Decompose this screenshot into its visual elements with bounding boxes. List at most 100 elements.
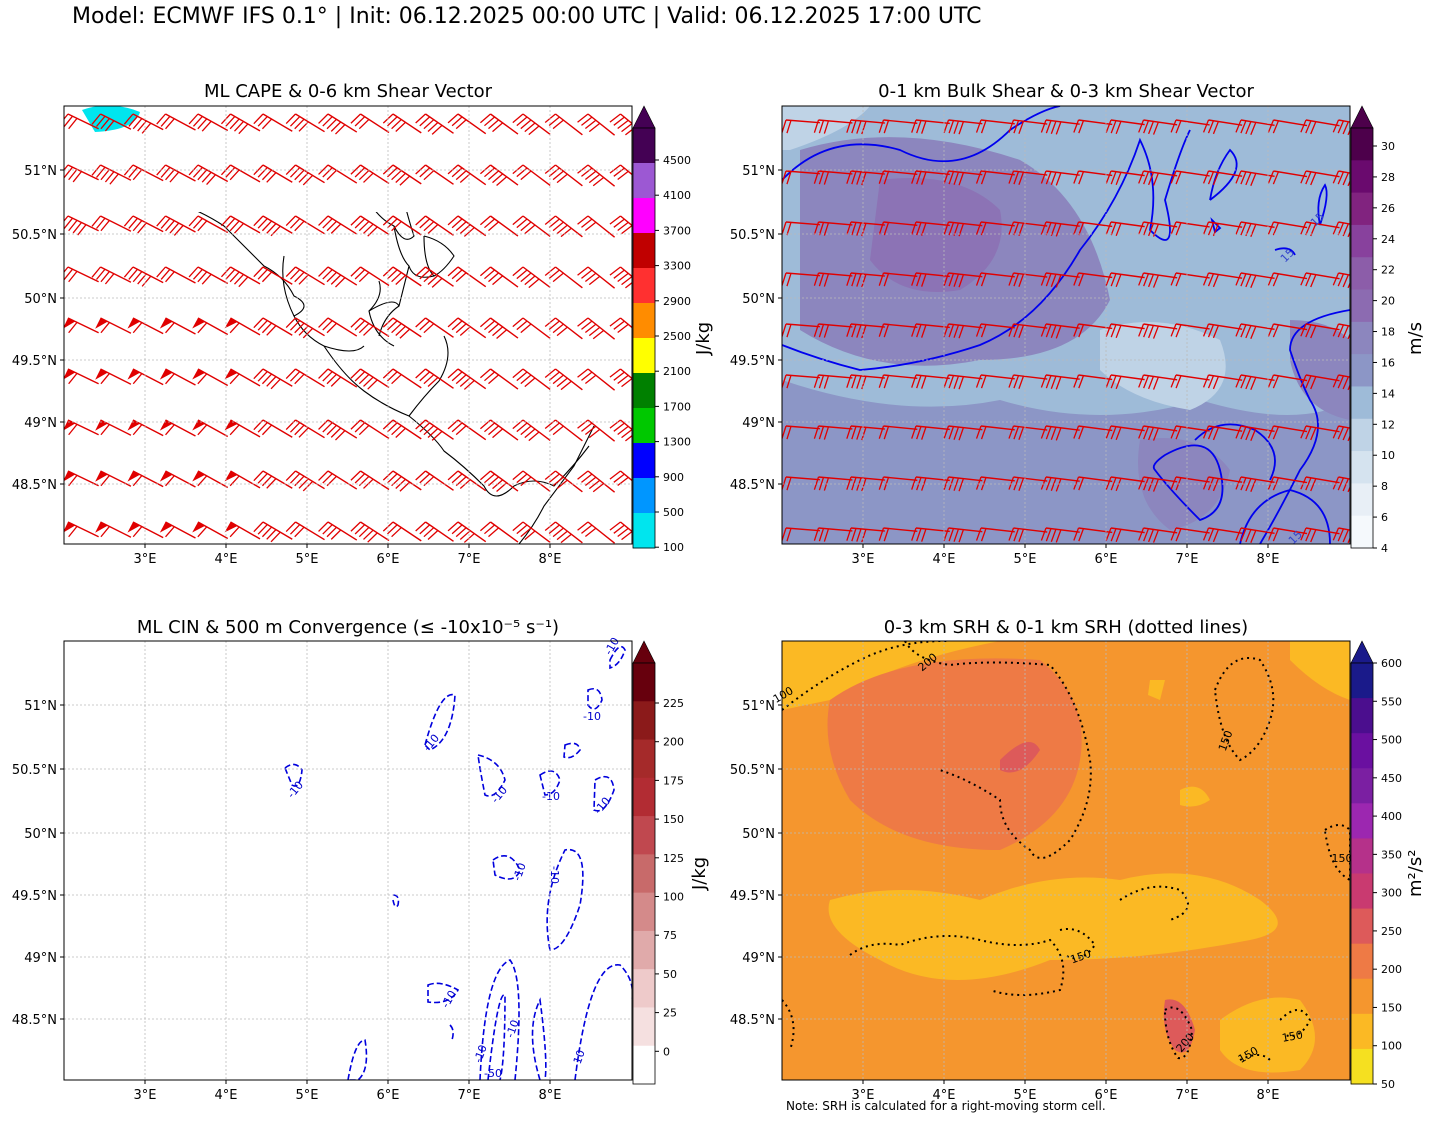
wind-barb-flag xyxy=(1115,121,1122,135)
wind-barb-staff xyxy=(67,368,99,385)
wind-barb-flag xyxy=(621,224,632,235)
wind-barb-flag xyxy=(326,118,337,130)
wind-barb-flag xyxy=(459,326,471,337)
wind-barb-flag xyxy=(1008,374,1015,388)
lon-tick-label: 8°E xyxy=(1257,1088,1280,1103)
lat-tick-label: 50.5°N xyxy=(12,228,57,243)
wind-barb-flag xyxy=(386,116,398,127)
wind-barb-flag xyxy=(1138,527,1145,541)
wind-barb-flag xyxy=(552,425,564,436)
wind-barb-flag xyxy=(382,215,394,226)
lon-tick-label: 4°E xyxy=(933,552,956,567)
wind-barb-flag xyxy=(68,168,78,181)
wind-barb-flag xyxy=(1078,426,1085,440)
wind-barb-flag xyxy=(861,427,867,441)
wind-barb-staff xyxy=(620,113,632,125)
wind-barb-staff xyxy=(360,317,390,338)
wind-barb-flag xyxy=(233,121,244,132)
colorbar-band xyxy=(633,408,655,444)
wind-barb-staff xyxy=(980,374,1015,380)
wind-barb-flag xyxy=(911,476,917,490)
wind-barb-flag xyxy=(132,169,143,181)
wind-barb-flag xyxy=(1202,425,1210,439)
wind-barb-flag xyxy=(1272,120,1280,134)
border-line xyxy=(109,691,364,886)
wind-barb-flag xyxy=(1310,325,1317,339)
wind-barb-flag xyxy=(1110,120,1117,134)
wind-barb-flag xyxy=(577,317,589,327)
wind-barb-flag xyxy=(846,374,852,388)
wind-barb-flag xyxy=(451,524,463,535)
wind-barb-flag xyxy=(512,521,524,532)
wind-barb-flag xyxy=(391,374,402,385)
wind-barb-staff xyxy=(457,470,487,492)
wind-barb-flag xyxy=(64,215,69,223)
wind-barb-pennant xyxy=(64,318,76,329)
wind-barb-flag xyxy=(322,218,333,229)
wind-barb-flag xyxy=(577,419,589,429)
wind-barb-flag xyxy=(588,275,601,286)
wind-barb-pennant xyxy=(192,522,205,533)
wind-barb-flag xyxy=(1235,425,1242,439)
wind-barb-pennant xyxy=(159,318,173,329)
wind-barb-flag xyxy=(197,373,208,385)
wind-barb-flag xyxy=(1170,425,1177,439)
wind-barb-flag xyxy=(350,419,361,430)
wind-barb-staff xyxy=(360,368,390,389)
wind-barb-staff xyxy=(915,425,950,431)
wind-barb-flag xyxy=(335,124,346,135)
colorbar-tick-label: 4 xyxy=(1381,542,1388,555)
wind-barb-staff xyxy=(165,215,196,233)
wind-barb-staff xyxy=(1273,119,1308,127)
colorbar-band xyxy=(1351,733,1373,769)
wind-barb-flag xyxy=(132,322,143,334)
contour-label: -10 xyxy=(421,732,443,754)
wind-barb-flag xyxy=(1008,527,1015,541)
wind-barb-flag xyxy=(68,117,78,130)
wind-barb-staff xyxy=(555,419,583,442)
wind-barb-flag xyxy=(851,528,857,542)
wind-barb-flag xyxy=(823,171,830,185)
wind-barb-staff xyxy=(1045,374,1080,380)
colorbar-band xyxy=(1351,663,1373,699)
wind-barb-flag xyxy=(943,527,950,541)
wind-barb-flag xyxy=(1245,325,1252,339)
wind-barb-flag xyxy=(1337,120,1345,134)
wind-barb-flag xyxy=(1202,272,1210,286)
colorbar-band xyxy=(1351,224,1373,258)
wind-barb-flag xyxy=(330,223,342,234)
wind-barb-flag xyxy=(524,122,536,133)
wind-barb-flag xyxy=(851,477,857,491)
colorbar-tick-label: 250 xyxy=(1381,925,1402,938)
colorbar-tick-label: 26 xyxy=(1381,202,1395,215)
wind-barb-flag xyxy=(1337,273,1345,287)
wind-barb-flag xyxy=(581,167,593,177)
wind-barb-flag xyxy=(953,528,960,542)
wind-barb-flag xyxy=(1342,529,1349,543)
colorbar-band xyxy=(633,854,655,894)
wind-barb-flag xyxy=(1207,375,1215,389)
wind-barb-flag xyxy=(427,428,439,438)
wind-barb-flag xyxy=(261,526,273,538)
wind-barb-flag xyxy=(516,473,528,484)
wind-barb-staff xyxy=(457,266,487,288)
wind-barb-flag xyxy=(609,470,621,480)
colorbar-tick-label: 50 xyxy=(663,968,677,981)
wind-barb-staff xyxy=(197,419,229,438)
wind-barb-flag xyxy=(584,374,597,385)
wind-barb-pennant xyxy=(95,420,108,431)
colorbar-band xyxy=(1351,354,1373,387)
wind-barb-flag xyxy=(91,215,102,227)
colorbar-band xyxy=(1351,768,1373,804)
wind-barb-flag xyxy=(556,224,568,235)
wind-barb-staff xyxy=(1175,425,1210,432)
wind-barb-pennant xyxy=(224,318,238,329)
wind-barb-staff xyxy=(948,527,983,533)
wind-barb-staff xyxy=(1013,425,1048,431)
wind-barb-flag xyxy=(431,124,443,135)
wind-barb-flag xyxy=(512,164,524,175)
wind-barb-flag xyxy=(1250,173,1257,186)
wind-barb-flag xyxy=(419,473,431,484)
wind-barb-flag xyxy=(1332,272,1340,286)
